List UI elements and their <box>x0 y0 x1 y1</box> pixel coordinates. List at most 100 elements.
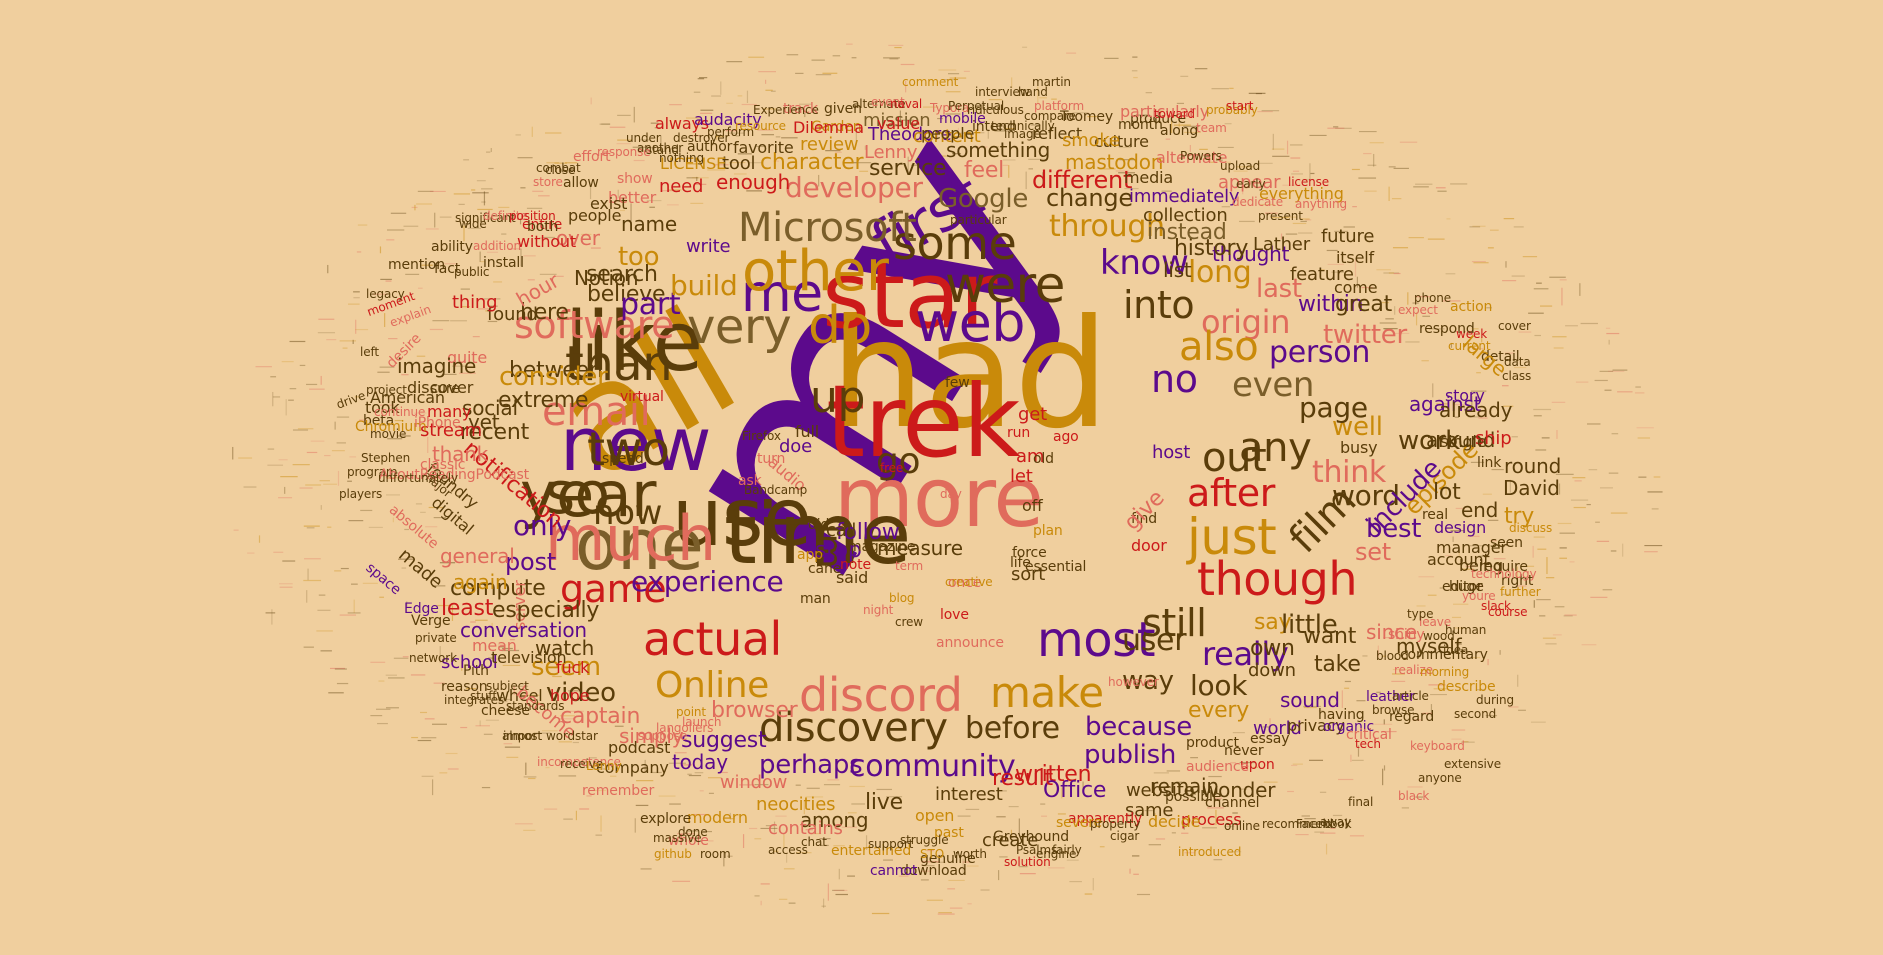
word-result: result <box>992 766 1053 791</box>
word-team: team <box>1196 121 1227 135</box>
word-discuss: discuss <box>1509 521 1553 535</box>
word-modern: modern <box>687 808 748 827</box>
word-theodore: Theodore <box>868 124 952 145</box>
word-into: into <box>1123 283 1195 327</box>
word-never: never <box>1224 743 1264 759</box>
word-anything: anything <box>1295 197 1347 211</box>
word-over: over <box>556 226 600 250</box>
word-extensive: extensive <box>1444 757 1501 771</box>
word-collection: collection <box>1143 205 1228 226</box>
word-review: review <box>800 134 859 155</box>
word-toward: toward <box>1154 107 1195 121</box>
word-david: David <box>1503 476 1560 500</box>
word-verge: Verge <box>411 613 451 629</box>
word-need: need <box>659 176 704 197</box>
word-history: history <box>1174 236 1249 261</box>
word-require: require <box>1479 559 1528 575</box>
word-product: product <box>1186 735 1239 751</box>
word-design: design <box>1434 518 1487 537</box>
word-way: way <box>1122 666 1174 696</box>
word-mobile: mobile <box>939 111 986 127</box>
word-creative: creative <box>945 575 993 589</box>
word-sto: STO <box>920 847 945 861</box>
word-service: service <box>869 156 947 181</box>
word-realize: realize <box>1394 663 1433 677</box>
word-discovery: discovery <box>759 705 948 751</box>
word-still: still <box>1142 601 1207 645</box>
word-response: response <box>597 145 651 159</box>
word-cannot: cannot <box>870 863 918 879</box>
word-favorite: favorite <box>733 138 794 157</box>
word-respond: respond <box>1419 321 1475 337</box>
word-morning: morning <box>1420 665 1470 679</box>
word-even: even <box>1232 365 1315 405</box>
word-alternate: alternate <box>852 97 906 111</box>
word-love: love <box>940 607 969 623</box>
word-whole: whole <box>668 833 709 849</box>
word-enough: enough <box>716 170 791 194</box>
word-doe: doe <box>779 436 812 457</box>
word-wide: wide <box>459 217 487 231</box>
word-year: year <box>520 458 656 531</box>
word-value: value <box>877 114 920 133</box>
word-import: import <box>503 729 542 743</box>
word-contains: contains <box>768 818 843 839</box>
word-allow: allow <box>563 175 599 191</box>
word-standards: standards <box>506 699 565 713</box>
word-solution: solution <box>1004 855 1051 869</box>
word-am: am <box>1016 446 1045 467</box>
word-further: further <box>1500 585 1541 599</box>
word-too: too <box>618 242 660 272</box>
word-magazine: magazine <box>848 539 916 555</box>
word-possible: possible <box>1165 789 1222 805</box>
word-fairly: fairly <box>1052 843 1082 857</box>
word-against: against <box>1409 392 1482 416</box>
word-network: network <box>409 651 457 665</box>
word-term: term <box>895 559 924 573</box>
word-data: data <box>1504 355 1531 369</box>
word-players: players <box>339 487 383 501</box>
word-developer: developer <box>785 171 923 204</box>
word-account: account <box>1427 550 1490 569</box>
word-around: around <box>1426 428 1496 452</box>
word-microsoft: Microsoft <box>738 205 917 251</box>
word-struggle: struggle <box>900 833 949 847</box>
word-many: many <box>427 402 472 421</box>
word-stand: stand <box>646 143 679 157</box>
word-live: live <box>865 790 903 815</box>
word-sure: sure <box>430 381 460 397</box>
word-critical: critical <box>1346 727 1392 743</box>
word-continue: continue <box>374 405 426 419</box>
word-track: track <box>783 101 818 117</box>
word-suppose: suppose <box>638 729 688 743</box>
word-during: during <box>1476 693 1514 707</box>
word-app: app <box>797 547 823 563</box>
word-perform: perform <box>707 125 755 139</box>
word-word: word <box>1332 479 1400 512</box>
word-conversation: conversation <box>460 618 587 642</box>
word-yet: yet <box>468 410 500 434</box>
word-star: star <box>822 242 997 349</box>
word-office: Office <box>1043 778 1107 803</box>
word-day: day <box>940 487 962 501</box>
word-window: window <box>720 772 788 793</box>
word-time: time <box>724 485 911 583</box>
word-sort: sort <box>1011 564 1046 585</box>
word-television: television <box>491 648 567 667</box>
word-try: try <box>1504 504 1535 529</box>
word-essay: essay <box>1250 731 1290 747</box>
word-plan: plan <box>1033 523 1063 539</box>
word-appear: appear <box>1218 172 1281 193</box>
word-game: game <box>560 567 667 611</box>
word-within: within <box>1298 292 1364 317</box>
word-same: same <box>1125 800 1174 821</box>
word-produce: produce <box>1130 111 1186 127</box>
word-imagine: imagine <box>397 354 477 378</box>
word-door: door <box>1131 536 1167 555</box>
word-great: great <box>1335 292 1393 317</box>
word-langoliers: langoliers <box>656 721 714 735</box>
word-tool: tool <box>722 153 756 174</box>
word-quite: quite <box>447 348 488 367</box>
word-twitter: twitter <box>1323 320 1407 350</box>
word-dilemma: Dilemma <box>793 118 864 137</box>
